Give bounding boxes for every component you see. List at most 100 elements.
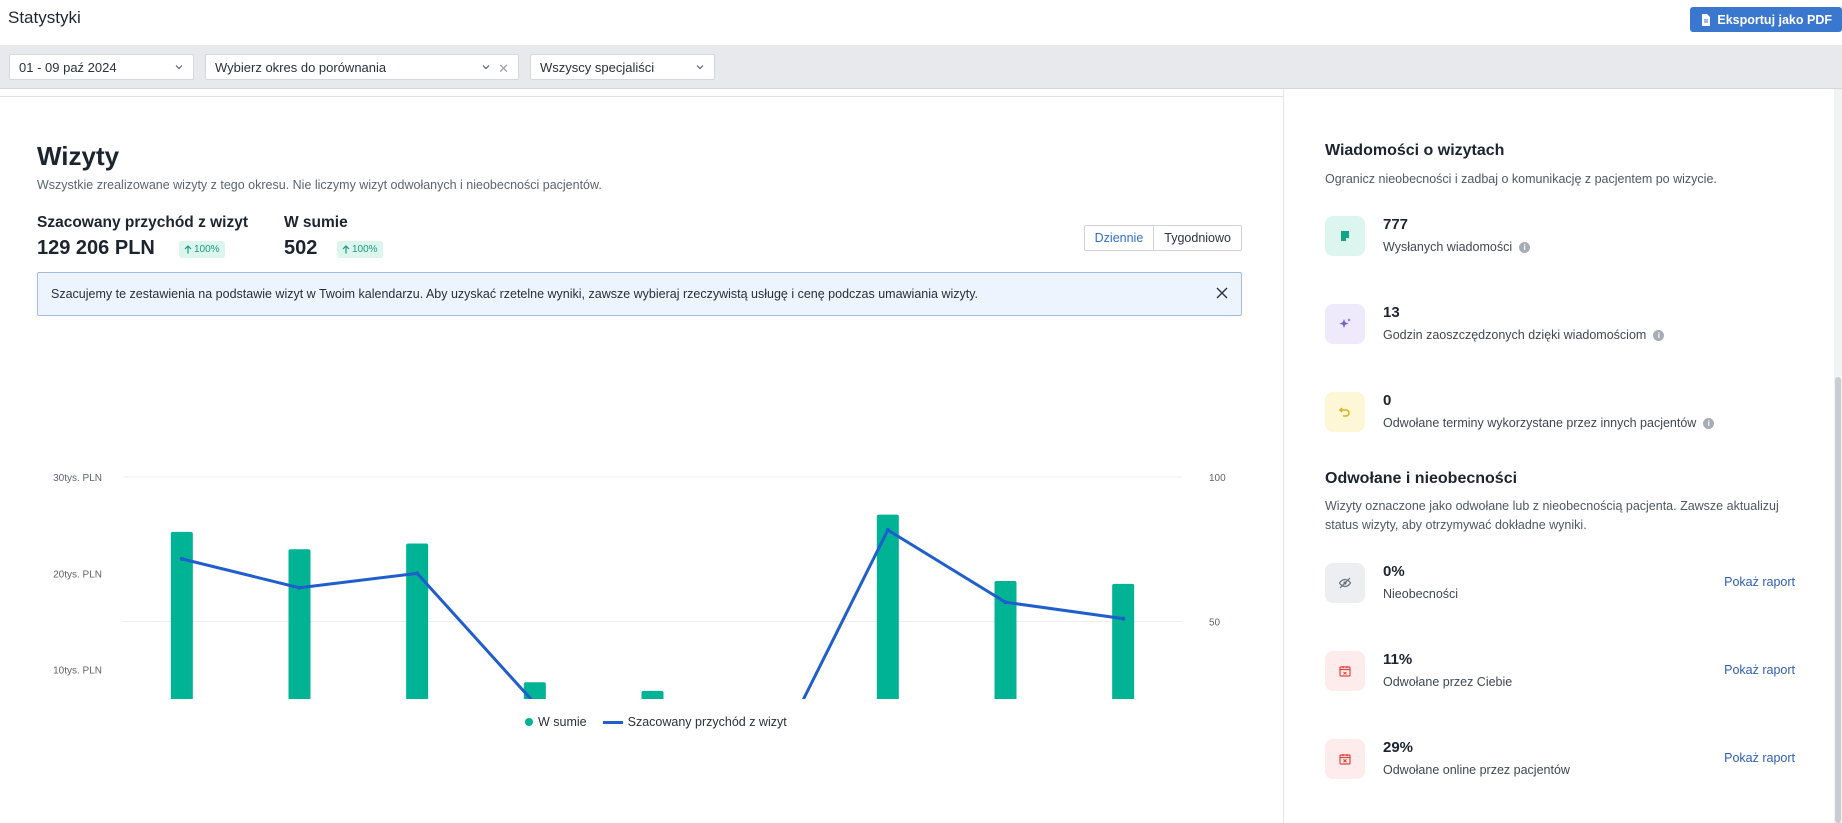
stat-value: 29%: [1383, 739, 1414, 756]
clear-icon[interactable]: ✕: [498, 61, 509, 76]
toggle-daily[interactable]: Dziennie: [1084, 226, 1155, 250]
visits-panel: Wizyty Wszystkie zrealizowane wizyty z t…: [37, 89, 1242, 823]
stat-messages-sent: 777 Wysłanych wiadomości i: [1325, 216, 1795, 260]
stat-value: 777: [1383, 216, 1409, 233]
stat-no-shows: 0% Nieobecności Pokaż raport: [1325, 563, 1795, 607]
bar: [876, 514, 899, 699]
legend-line: [602, 720, 623, 724]
revenue-change-badge: 100%: [179, 241, 225, 258]
show-report-link[interactable]: Pokaż raport: [1724, 663, 1795, 677]
page-title: Statystyki: [8, 8, 81, 27]
stat-label-text: Odwołane przez Ciebie: [1383, 675, 1513, 689]
info-icon[interactable]: i: [1653, 329, 1665, 341]
line-series: [181, 528, 1124, 699]
info-text: Szacujemy te zestawienia na podstawie wi…: [51, 287, 979, 301]
legend-item-line[interactable]: Szacowany przychód z wizyt: [602, 715, 787, 729]
stat-label: Odwołane przez Ciebie: [1383, 675, 1512, 689]
y-tick-left: 30tys. PLN: [53, 473, 102, 484]
stat-value: 0: [1383, 392, 1392, 409]
chevron-down-icon: [175, 65, 183, 70]
undo-icon: [1325, 392, 1365, 432]
calendar-x-icon: [1325, 739, 1365, 779]
total-label: W sumie: [284, 214, 348, 231]
line-point: [1121, 616, 1126, 621]
bar: [994, 581, 1017, 699]
stat-value: 0%: [1383, 563, 1405, 580]
stat-value: 11%: [1383, 651, 1413, 668]
specialists-select[interactable]: Wszyscy specjaliści: [530, 54, 715, 80]
divider: [0, 96, 1283, 97]
message-icon: [1325, 216, 1365, 256]
line-point: [1003, 600, 1008, 605]
sparkle-icon: [1325, 304, 1365, 344]
compare-period-placeholder: Wybierz okres do porównania: [215, 59, 387, 75]
line-point: [297, 585, 302, 590]
stat-label-text: Godzin zaoszczędzonych dzięki wiadomości…: [1383, 328, 1647, 342]
legend-dot: [525, 718, 533, 726]
visits-title: Wizyty: [37, 141, 120, 171]
revenue-change: 100%: [194, 244, 220, 255]
toggle-weekly[interactable]: Tygodniowo: [1154, 226, 1241, 250]
date-range-value: 01 - 09 paź 2024: [19, 59, 117, 75]
show-report-link[interactable]: Pokaż raport: [1724, 575, 1795, 589]
stat-label: Nieobecności: [1383, 587, 1458, 601]
y-tick-left: 20tys. PLN: [53, 569, 102, 580]
panel-divider: [1283, 89, 1284, 823]
legend-label-line: Szacowany przychód z wizyt: [627, 715, 787, 729]
bar: [406, 543, 429, 699]
show-report-link[interactable]: Pokaż raport: [1724, 751, 1795, 765]
info-icon[interactable]: i: [1703, 417, 1715, 429]
specialists-value: Wszyscy specjaliści: [540, 59, 655, 75]
filter-bar: 01 - 09 paź 2024 Wybierz okres do porówn…: [0, 45, 1842, 89]
period-toggle: Dziennie Tygodniowo: [1083, 225, 1242, 251]
info-icon[interactable]: i: [1519, 241, 1531, 253]
chevron-down-icon: [482, 65, 490, 70]
stat-label: Wysłanych wiadomości i: [1383, 240, 1531, 254]
stat-hours-saved: 13 Godzin zaoszczędzonych dzięki wiadomo…: [1325, 304, 1795, 348]
stats-panel: Wiadomości o wizytach Ogranicz nieobecno…: [1325, 89, 1805, 823]
y-tick-left: 10tys. PLN: [53, 666, 102, 677]
line-point: [179, 556, 184, 561]
arrow-up-icon: [184, 245, 192, 254]
bar: [1112, 583, 1135, 699]
export-pdf-button[interactable]: Eksportuj jako PDF: [1690, 7, 1842, 32]
calendar-cancel-icon: [1325, 651, 1365, 691]
stat-label-text: Nieobecności: [1383, 587, 1459, 601]
scrollbar[interactable]: [1834, 89, 1842, 823]
revenue-label: Szacowany przychód z wizyt: [37, 214, 249, 231]
stat-label-text: Odwołane online przez pacjentów: [1383, 763, 1570, 777]
y-tick-right: 50: [1209, 618, 1221, 629]
stat-label-text: Wysłanych wiadomości: [1383, 240, 1513, 254]
legend-label-bars: W sumie: [538, 715, 587, 729]
messages-title: Wiadomości o wizytach: [1325, 142, 1505, 159]
date-range-select[interactable]: 01 - 09 paź 2024: [9, 54, 194, 80]
legend-item-bars[interactable]: W sumie: [525, 715, 587, 729]
stat-label: Odwołane terminy wykorzystane przez inny…: [1383, 416, 1715, 430]
total-change-badge: 100%: [337, 241, 383, 258]
bar: [641, 690, 664, 699]
scrollbar-thumb[interactable]: [1835, 377, 1841, 823]
stat-cancelled-online: 29% Odwołane online przez pacjentów Poka…: [1325, 739, 1795, 783]
visits-description: Wszystkie zrealizowane wizyty z tego okr…: [37, 178, 602, 192]
stat-label-text: Odwołane terminy wykorzystane przez inny…: [1383, 416, 1697, 430]
eye-off-icon: [1325, 563, 1365, 603]
cancellations-description: Wizyty oznaczone jako odwołane lub z nie…: [1325, 499, 1779, 532]
stat-label: Odwołane online przez pacjentów: [1383, 763, 1570, 777]
revenue-value: 129 206 PLN: [37, 237, 155, 259]
document-icon: [1702, 13, 1711, 26]
y-tick-right: 100: [1209, 473, 1226, 484]
messages-description: Ogranicz nieobecności i zadbaj o komunik…: [1325, 172, 1717, 186]
line-point: [885, 527, 890, 532]
cancellations-title: Odwołane i nieobecności: [1325, 470, 1518, 487]
total-value: 502: [284, 237, 318, 259]
bar: [170, 531, 193, 699]
close-icon[interactable]: [1215, 286, 1229, 300]
bar: [523, 682, 546, 699]
stat-value: 13: [1383, 304, 1400, 321]
arrow-up-icon: [342, 245, 350, 254]
export-pdf-label: Eksportuj jako PDF: [1717, 12, 1832, 27]
stat-label: Godzin zaoszczędzonych dzięki wiadomości…: [1383, 328, 1665, 342]
compare-period-select[interactable]: Wybierz okres do porównania ✕: [205, 54, 519, 80]
chevron-down-icon: [696, 65, 704, 70]
